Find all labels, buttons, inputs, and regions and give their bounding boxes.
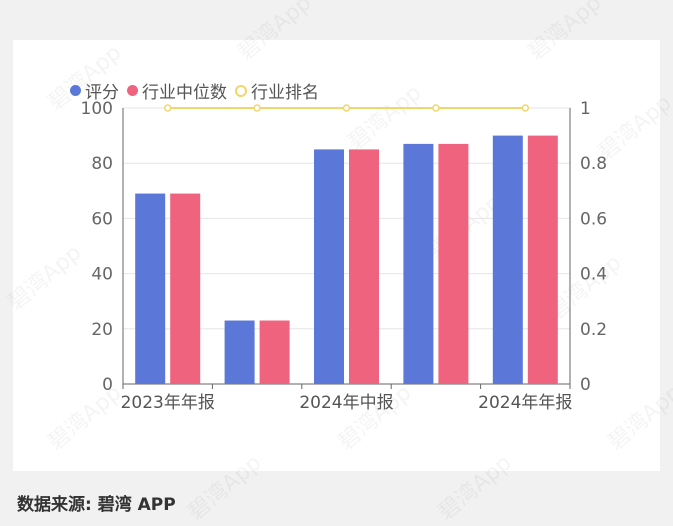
legend-swatch-score xyxy=(70,85,81,96)
legend-label-rank: 行业排名 xyxy=(251,83,319,103)
bar-median xyxy=(527,135,558,384)
y-right-tick-label: 0.8 xyxy=(580,154,607,174)
y-right-tick-label: 0 xyxy=(580,375,591,395)
source-label: 数据来源: 碧湾 APP xyxy=(17,495,176,515)
legend-item-score[interactable]: 评分 xyxy=(70,78,119,103)
legend-item-rank[interactable]: 行业排名 xyxy=(235,78,319,103)
bar-score xyxy=(135,193,166,384)
bar-score xyxy=(314,149,344,384)
legend-label-median: 行业中位数 xyxy=(142,83,227,103)
y-left-tick-label: 80 xyxy=(91,154,113,174)
bar-median xyxy=(349,149,379,384)
y-left-tick-label: 40 xyxy=(91,265,113,285)
point-rank xyxy=(521,104,530,112)
bar-score xyxy=(492,135,523,384)
y-right-tick-label: 0.4 xyxy=(580,265,607,285)
bar-median xyxy=(438,143,469,384)
bar-score xyxy=(224,320,255,384)
y-right-tick-label: 0.6 xyxy=(580,209,607,229)
legend-swatch-rank xyxy=(235,84,247,97)
bar-score xyxy=(403,143,434,384)
y-left-tick-label: 100 xyxy=(81,99,113,119)
legend-item-median[interactable]: 行业中位数 xyxy=(127,78,227,103)
y-right-tick-label: 1 xyxy=(580,99,591,119)
point-rank xyxy=(432,104,440,112)
x-category-label: 2024年年报 xyxy=(478,393,572,413)
chart-legend: 评分 行业中位数 行业排名 xyxy=(70,78,327,103)
legend-label-score: 评分 xyxy=(85,83,119,103)
y-left-tick-label: 20 xyxy=(91,320,113,340)
bar-median xyxy=(259,320,290,384)
bar-median xyxy=(170,193,201,384)
x-category-label: 2024年中报 xyxy=(299,393,393,413)
y-left-tick-label: 0 xyxy=(102,375,113,395)
y-right-tick-label: 0.2 xyxy=(580,320,607,340)
y-left-tick-label: 60 xyxy=(91,209,113,229)
point-rank xyxy=(163,104,172,112)
point-rank xyxy=(253,104,261,112)
x-category-label: 2023年年报 xyxy=(121,393,215,413)
point-rank xyxy=(342,104,351,112)
legend-swatch-median xyxy=(127,85,138,96)
